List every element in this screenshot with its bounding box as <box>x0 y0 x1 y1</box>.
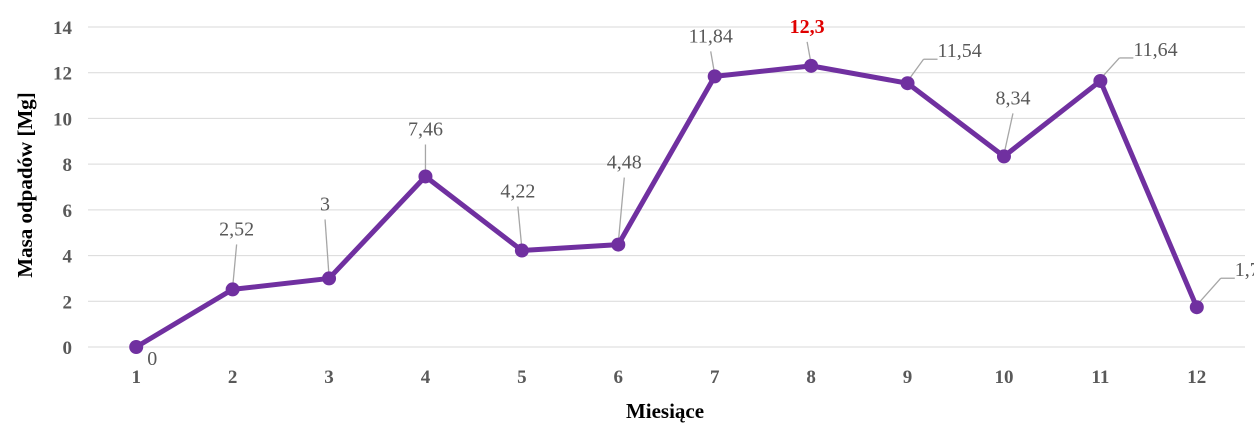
data-point <box>225 282 240 297</box>
data-label: 2,52 <box>219 218 254 240</box>
x-tick-label: 2 <box>228 367 238 388</box>
data-point <box>804 58 819 73</box>
data-label: 11,84 <box>689 25 733 47</box>
leader-lines <box>231 41 1235 306</box>
x-axis-ticks: 1 2 3 4 5 6 7 8 9 10 11 12 <box>131 367 1206 388</box>
data-label: 7,46 <box>408 118 443 140</box>
y-axis-ticks: 0 2 4 6 8 10 12 14 <box>53 18 73 359</box>
data-label: 3 <box>320 193 330 215</box>
x-tick-label: 11 <box>1091 367 1109 388</box>
series-group <box>129 58 1204 354</box>
series-line <box>133 63 1200 350</box>
x-tick-label: 4 <box>421 367 431 388</box>
x-tick-label: 8 <box>806 367 816 388</box>
data-point <box>611 237 626 252</box>
data-point <box>322 271 337 286</box>
data-point <box>1189 300 1204 315</box>
leader-line <box>1003 113 1014 155</box>
data-point <box>900 76 915 91</box>
data-label: 11,64 <box>1133 39 1177 61</box>
leader-line <box>617 177 625 243</box>
gridlines <box>88 26 1245 348</box>
leader-line <box>517 206 523 249</box>
y-tick-label: 12 <box>53 64 72 85</box>
data-label-max: 12,3 <box>790 16 825 38</box>
x-tick-label: 7 <box>710 367 720 388</box>
data-point <box>996 149 1011 164</box>
data-label: 4,48 <box>607 152 642 174</box>
y-tick-label: 14 <box>53 18 73 39</box>
x-tick-label: 10 <box>994 367 1013 388</box>
y-tick-label: 0 <box>63 338 73 359</box>
data-point <box>707 69 722 84</box>
y-tick-label: 4 <box>63 247 73 268</box>
leader-line <box>324 219 330 277</box>
y-tick-label: 10 <box>53 109 72 130</box>
x-tick-label: 5 <box>517 367 527 388</box>
x-axis-title: Miesiące <box>626 399 704 423</box>
data-point <box>129 340 144 354</box>
data-point <box>514 243 529 258</box>
data-point <box>418 169 433 184</box>
leader-line <box>1196 277 1222 306</box>
y-tick-label: 8 <box>63 155 73 176</box>
y-axis-title: Masa odpadów [Mg] <box>13 92 37 278</box>
data-label: 1,74 <box>1235 259 1254 281</box>
x-tick-label: 12 <box>1187 367 1206 388</box>
data-label: 0 <box>147 348 157 370</box>
data-labels: 0 2,52 3 7,46 4,22 4,48 11,84 12,3 11,54 8,34 11,6… <box>147 16 1254 370</box>
x-tick-label: 3 <box>324 367 334 388</box>
leader-line <box>231 244 238 288</box>
data-label: 8,34 <box>995 87 1030 109</box>
x-tick-label: 6 <box>614 367 624 388</box>
data-point <box>1093 73 1108 88</box>
y-tick-label: 6 <box>63 201 73 222</box>
x-tick-label: 9 <box>903 367 913 388</box>
data-label: 4,22 <box>500 181 535 203</box>
y-tick-label: 2 <box>63 292 73 313</box>
data-label: 11,54 <box>938 40 982 62</box>
x-tick-label: 1 <box>131 367 141 388</box>
